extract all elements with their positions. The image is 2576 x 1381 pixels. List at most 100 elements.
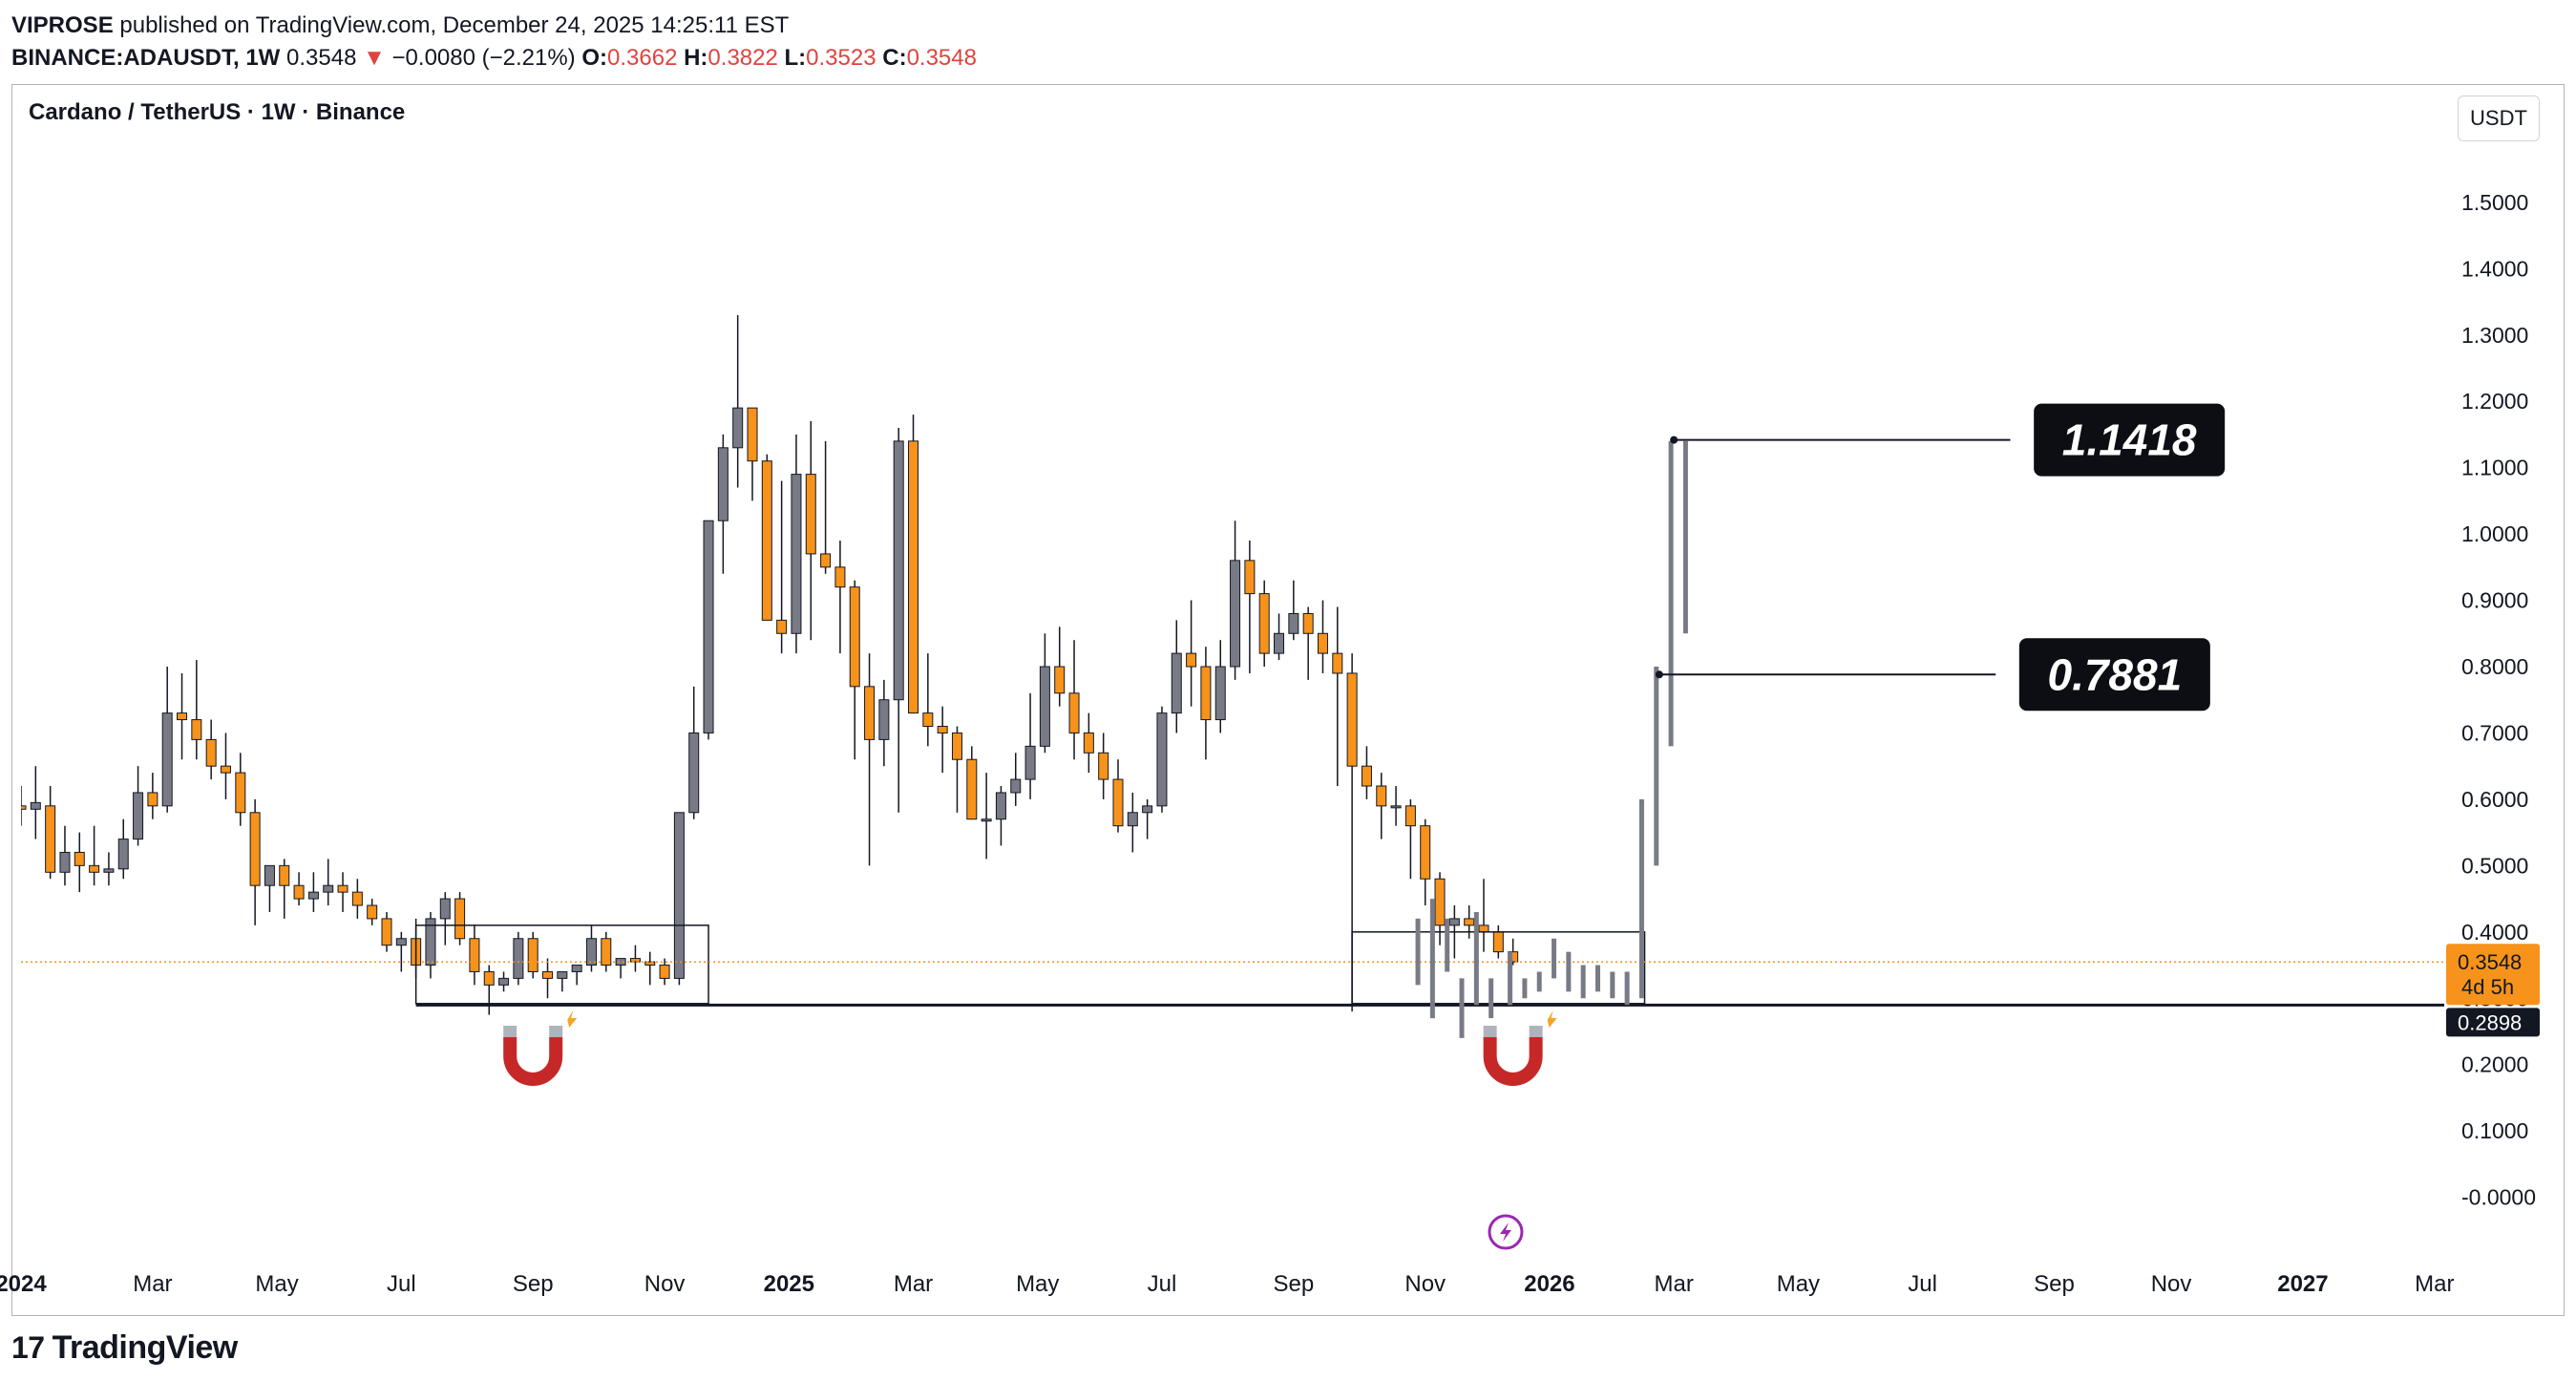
candle-down <box>747 407 758 462</box>
candle-down <box>367 904 378 920</box>
y-tick-label: 0.2000 <box>2461 1052 2528 1077</box>
candle-down <box>922 712 934 728</box>
current-price-label: 0.3548 <box>2458 950 2522 974</box>
candle-down <box>1317 632 1328 654</box>
candle-down <box>337 884 348 893</box>
down-arrow-icon: ▼ <box>363 45 386 71</box>
candle-down <box>21 805 27 810</box>
chart-frame[interactable] <box>11 84 2565 1316</box>
x-tick-label: 2024 <box>0 1271 47 1297</box>
candle-up <box>161 712 173 807</box>
candle-down <box>849 586 860 688</box>
y-tick-label: -0.0000 <box>2461 1185 2536 1210</box>
candle-down <box>951 732 962 760</box>
candle-down <box>279 864 290 886</box>
candle-down <box>1068 692 1080 733</box>
candle-down <box>1361 765 1372 787</box>
close-value: 0.3548 <box>906 45 977 71</box>
candle-up <box>1288 612 1299 634</box>
author-name[interactable]: VIPROSE <box>11 12 114 38</box>
candle-down <box>761 460 772 621</box>
symbol-label: BINANCE:ADAUSDT, 1W <box>11 45 281 71</box>
candle-down <box>249 812 261 886</box>
candle-up <box>264 864 275 886</box>
y-tick-label: 0.4000 <box>2461 920 2528 945</box>
target-label-box <box>2034 403 2226 477</box>
y-tick-label: 0.7000 <box>2461 720 2528 745</box>
y-tick-label: 0.6000 <box>2461 787 2528 812</box>
candle-down <box>1112 778 1124 827</box>
candle-down <box>74 851 85 866</box>
candle-up <box>30 801 41 810</box>
x-tick-label: Mar <box>133 1271 172 1297</box>
candle-up <box>1448 918 1460 926</box>
current-price-tag <box>2446 944 2540 1006</box>
high-label: H: <box>684 45 708 71</box>
candle-down <box>805 474 816 555</box>
currency-button[interactable]: USDT <box>2458 96 2540 141</box>
candle-down <box>454 898 466 940</box>
candle-down <box>220 765 231 774</box>
candle-up <box>717 447 728 521</box>
candle-up <box>893 440 904 701</box>
range-box <box>414 924 709 1005</box>
target-label: 1.1418 <box>2062 415 2197 465</box>
magnet-icon <box>503 1010 578 1086</box>
brand-name: TradingView <box>52 1328 239 1366</box>
candle-up <box>615 958 626 967</box>
candle-down <box>1346 672 1358 767</box>
candle-down <box>1200 666 1212 721</box>
candle-up <box>995 792 1006 820</box>
y-tick-label: 0.1000 <box>2461 1118 2528 1143</box>
tradingview-footer[interactable]: 17 TradingView <box>11 1326 238 1370</box>
x-tick-label: Nov <box>2151 1271 2192 1297</box>
candle-up <box>1214 666 1226 721</box>
candle-down <box>776 619 788 634</box>
candle-down <box>1420 825 1431 880</box>
lightning-icon <box>1499 1222 1511 1242</box>
candle-down <box>601 938 612 967</box>
candle-down <box>1302 612 1314 634</box>
target-label: 0.7881 <box>2047 649 2182 699</box>
open-value: 0.3662 <box>607 45 678 71</box>
y-tick-label: 1.2000 <box>2461 389 2528 414</box>
high-value: 0.3822 <box>707 45 778 71</box>
candle-up <box>732 407 744 449</box>
candle-up <box>1010 778 1022 794</box>
candle-up <box>1390 805 1402 809</box>
x-tick-label: Nov <box>1404 1271 1446 1297</box>
candle-up <box>1230 560 1241 668</box>
x-tick-label: 2027 <box>2277 1271 2328 1297</box>
candle-down <box>1054 666 1066 694</box>
candle-down <box>1478 924 1489 933</box>
x-tick-label: May <box>1777 1271 1820 1297</box>
tradingview-logo-icon: 17 <box>11 1329 45 1365</box>
candle-up <box>688 732 700 814</box>
range-box <box>1351 931 1646 1005</box>
candle-up <box>439 898 451 920</box>
candle-up <box>323 884 334 893</box>
candle-up <box>1039 666 1050 747</box>
candle-up <box>1274 632 1285 654</box>
x-tick-label: Jul <box>1908 1271 1937 1297</box>
candle-up <box>981 818 992 822</box>
candle-down <box>1083 732 1094 754</box>
candle-down <box>177 712 188 721</box>
candle-up <box>1156 712 1168 807</box>
candle-down <box>1376 785 1387 807</box>
candle-down <box>1434 878 1446 926</box>
candle-up <box>513 938 524 979</box>
y-tick-label: 0.5000 <box>2461 853 2528 878</box>
candle-down <box>45 805 56 873</box>
candle-down <box>469 938 480 972</box>
support-price-label: 0.2898 <box>2458 1010 2522 1034</box>
candle-up <box>673 812 685 979</box>
candle-down <box>483 970 495 986</box>
candle-up <box>878 699 890 740</box>
candle-down <box>1258 593 1270 654</box>
x-tick-label: Mar <box>1654 1271 1693 1297</box>
candle-down <box>1098 752 1109 780</box>
candle-up <box>557 970 568 979</box>
ohlc-line: BINANCE:ADAUSDT, 1W 0.3548 ▼ −0.0080 (−2… <box>11 42 977 74</box>
